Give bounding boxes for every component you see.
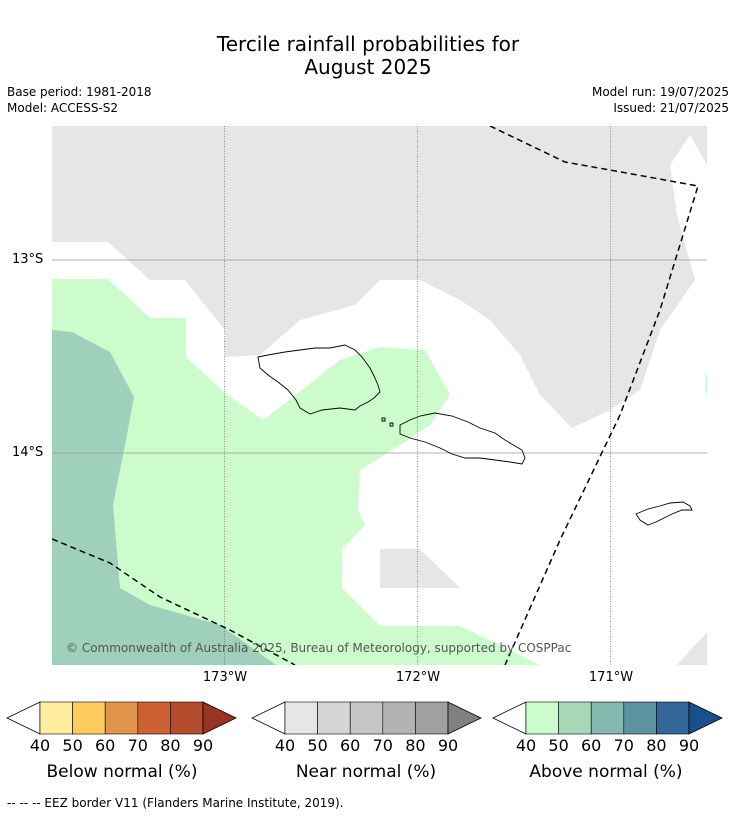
colorbar-below-high-extend	[202, 701, 237, 735]
colorbar-near-segment-0	[284, 701, 318, 735]
apolima-island-outline	[389, 422, 394, 427]
colorbar-below-tick: 70	[127, 736, 148, 755]
colorbar-below-tick: 50	[62, 736, 83, 755]
colorbar-below-segment-2	[104, 701, 139, 735]
eez-border-southwest	[52, 538, 296, 665]
colorbar-above-tick: 70	[613, 736, 634, 755]
copyright-notice: © Commonwealth of Australia 2025, Bureau…	[66, 641, 572, 655]
manono-island-outline	[381, 417, 386, 422]
colorbar-below-tick: 60	[95, 736, 116, 755]
colorbar-label-near: Near normal (%)	[295, 762, 437, 782]
map-title-line2: August 2025	[304, 55, 432, 79]
model-name: Model: ACCESS-S2	[7, 101, 119, 115]
colorbar-above-high-extend	[688, 701, 723, 735]
upolu-island-outline	[399, 412, 526, 465]
near-normal-region-north	[52, 126, 707, 428]
above-normal-region-teal	[52, 330, 276, 665]
lon-label-172w: 172°W	[395, 670, 441, 685]
lat-label-13s: 13°S	[12, 252, 44, 267]
issued-date: Issued: 21/07/2025	[613, 101, 729, 115]
tutuila-island-outline	[635, 501, 693, 526]
colorbar-near-segment-4	[415, 701, 449, 735]
colorbar-above-tick: 80	[646, 736, 667, 755]
model-run: Model run: 19/07/2025	[591, 85, 729, 99]
colorbar-near-segment-2	[349, 701, 384, 735]
colorbar-below-tick: 90	[192, 736, 214, 755]
colorbar-near-tick: 40	[274, 736, 296, 755]
lon-label-173w: 173°W	[202, 670, 248, 685]
colorbar-above-low-extend	[492, 701, 527, 735]
eez-legend-footer: -- -- -- EEZ border V11 (Flanders Marine…	[7, 796, 344, 810]
above-normal-region-light	[52, 279, 540, 665]
colorbar-below-tick: 80	[160, 736, 181, 755]
colorbar-label-below: Below normal (%)	[46, 762, 198, 782]
savaii-island-outline	[257, 344, 381, 415]
lon-label-171w: 171°W	[588, 670, 634, 685]
colorbar-above-tick: 60	[581, 736, 602, 755]
colorbar-below-segment-0	[39, 701, 73, 735]
colorbars	[6, 701, 723, 735]
colorbar-near-tick: 60	[340, 736, 361, 755]
map-title-line1: Tercile rainfall probabilities for	[216, 32, 520, 56]
colorbar-near-tick: 70	[372, 736, 393, 755]
near-normal-region-corner	[677, 632, 707, 665]
colorbar-below-segment-1	[72, 701, 106, 735]
eez-border-east	[489, 126, 699, 665]
colorbar-above-segment-4	[656, 701, 690, 735]
colorbar-above-segment-3	[623, 701, 657, 735]
colorbar-below-segment-3	[137, 701, 171, 735]
colorbar-above-segment-0	[525, 701, 559, 735]
colorbar-near-high-extend	[447, 701, 482, 735]
colorbar-below-low-extend	[6, 701, 41, 735]
colorbar-below-tick: 40	[29, 736, 51, 755]
colorbar-above-segment-1	[558, 701, 592, 735]
colorbar-near-low-extend	[251, 701, 286, 735]
colorbar-above-tick: 90	[678, 736, 700, 755]
colorbar-near-segment-3	[382, 701, 416, 735]
colorbar-above-segment-2	[590, 701, 625, 735]
colorbar-near-tick: 90	[437, 736, 459, 755]
base-period: Base period: 1981-2018	[7, 85, 152, 99]
lat-label-14s: 14°S	[12, 445, 44, 460]
colorbar-above-tick: 50	[548, 736, 569, 755]
colorbar-below-segment-4	[170, 701, 204, 735]
near-normal-region-south	[380, 549, 460, 588]
colorbar-near-tick: 80	[405, 736, 426, 755]
colorbar-near-tick: 50	[307, 736, 328, 755]
above-normal-region-east-sliver	[705, 370, 707, 400]
colorbar-above-tick: 40	[515, 736, 537, 755]
colorbar-label-above: Above normal (%)	[529, 762, 683, 782]
colorbar-near-segment-1	[317, 701, 351, 735]
